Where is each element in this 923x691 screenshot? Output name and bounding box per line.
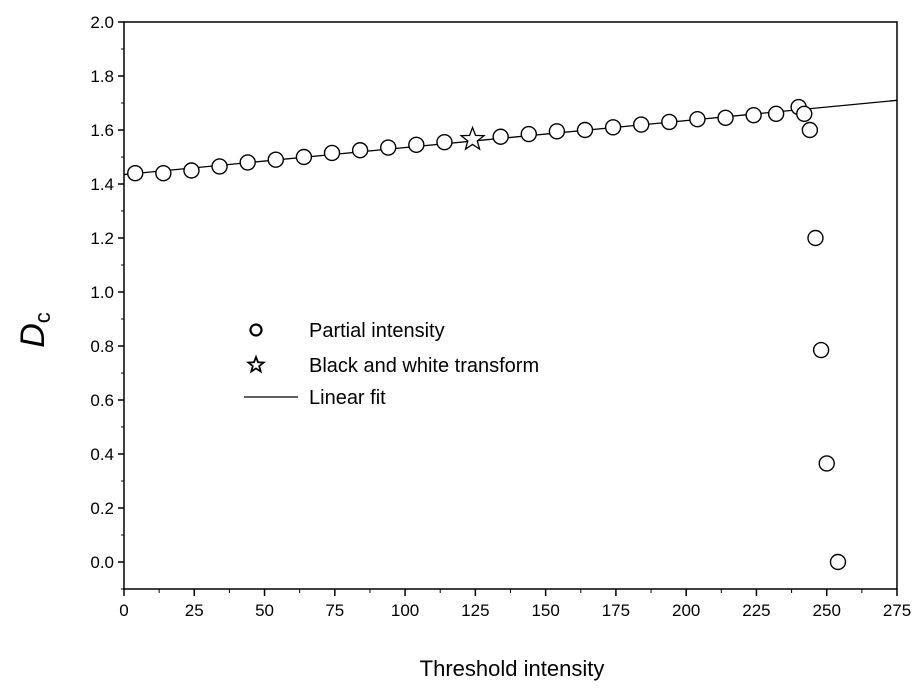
x-tick-label: 200 — [672, 601, 700, 620]
plot-frame — [123, 21, 898, 590]
data-point-partial-intensity — [520, 125, 537, 143]
data-point-partial-intensity — [633, 116, 650, 133]
x-axis-title: Threshold intensity — [420, 656, 605, 681]
data-point-partial-intensity — [211, 158, 228, 175]
y-tick-label: 1.2 — [90, 229, 114, 248]
y-tick-label: 1.0 — [90, 283, 114, 302]
data-point-partial-intensity — [436, 133, 453, 151]
data-point-partial-intensity — [239, 154, 256, 171]
x-tick-label: 125 — [461, 601, 489, 620]
x-tick-label: 0 — [119, 601, 128, 620]
x-axis: 0 25 50 75 100 125 150 175 200 225 250 275 — [119, 589, 911, 620]
plot-border — [123, 21, 898, 590]
legend-star-marker — [245, 354, 267, 374]
y-axis: 0.0 0.2 0.4 0.6 0.8 1.0 1.2 1.4 1.6 1.8 2.0 — [90, 13, 124, 590]
data-point-partial-intensity — [829, 553, 847, 571]
data-points-layer — [127, 98, 847, 571]
data-point-partial-intensity — [661, 113, 678, 131]
data-point-partial-intensity — [576, 121, 594, 139]
legend-label-linear-fit: Linear fit — [309, 387, 386, 409]
y-axis-title-main: D — [14, 323, 52, 348]
y-tick-label: 1.4 — [90, 175, 114, 194]
data-point-partial-intensity — [717, 109, 734, 127]
x-tick-label: 275 — [883, 601, 911, 620]
y-tick-label: 0.6 — [90, 391, 114, 410]
x-tick-label: 225 — [742, 601, 770, 620]
y-axis-title-subscript: c — [30, 312, 55, 323]
data-point-partial-intensity — [745, 106, 762, 124]
y-axis-title: Dc — [14, 312, 55, 348]
data-point-partial-intensity — [801, 121, 819, 139]
y-tick-label: 0.0 — [90, 553, 114, 572]
y-tick-label: 1.8 — [90, 67, 114, 86]
data-point-partial-intensity — [380, 139, 397, 156]
data-point-partial-intensity — [183, 162, 200, 179]
data-point-partial-intensity — [351, 142, 369, 159]
data-point-partial-intensity — [492, 128, 509, 145]
y-tick-label: 0.4 — [90, 445, 114, 464]
legend-label-black-and-white-transform: Black and white transform — [309, 355, 539, 377]
data-point-partial-intensity — [323, 144, 341, 162]
legend-label-partial-intensity: Partial intensity — [309, 320, 445, 342]
data-point-partial-intensity — [127, 164, 144, 182]
x-tick-label: 50 — [255, 601, 274, 620]
data-point-partial-intensity — [155, 164, 172, 182]
y-tick-label: 2.0 — [90, 13, 114, 32]
x-tick-label: 100 — [391, 601, 419, 620]
x-tick-label: 250 — [813, 601, 841, 620]
x-tick-label: 25 — [185, 601, 204, 620]
x-tick-label: 150 — [531, 601, 559, 620]
data-point-partial-intensity — [689, 110, 706, 128]
legend-circle-marker — [249, 323, 263, 337]
data-point-partial-intensity — [267, 151, 284, 168]
data-point-black-and-white-transform — [459, 125, 486, 151]
y-tick-label: 0.2 — [90, 499, 114, 518]
data-point-partial-intensity — [812, 341, 830, 359]
legend: Partial intensity Black and white transf… — [244, 320, 539, 409]
data-point-partial-intensity — [548, 123, 566, 140]
x-tick-label: 75 — [325, 601, 344, 620]
x-tick-label: 175 — [602, 601, 630, 620]
data-point-partial-intensity — [796, 105, 813, 123]
data-point-partial-intensity — [767, 105, 785, 123]
data-point-partial-intensity — [807, 229, 824, 247]
data-point-partial-intensity — [295, 148, 313, 166]
data-point-partial-intensity — [818, 455, 835, 472]
data-point-partial-intensity — [604, 119, 622, 136]
data-point-partial-intensity — [408, 136, 425, 154]
y-tick-label: 0.8 — [90, 337, 114, 356]
y-tick-label: 1.6 — [90, 121, 114, 140]
